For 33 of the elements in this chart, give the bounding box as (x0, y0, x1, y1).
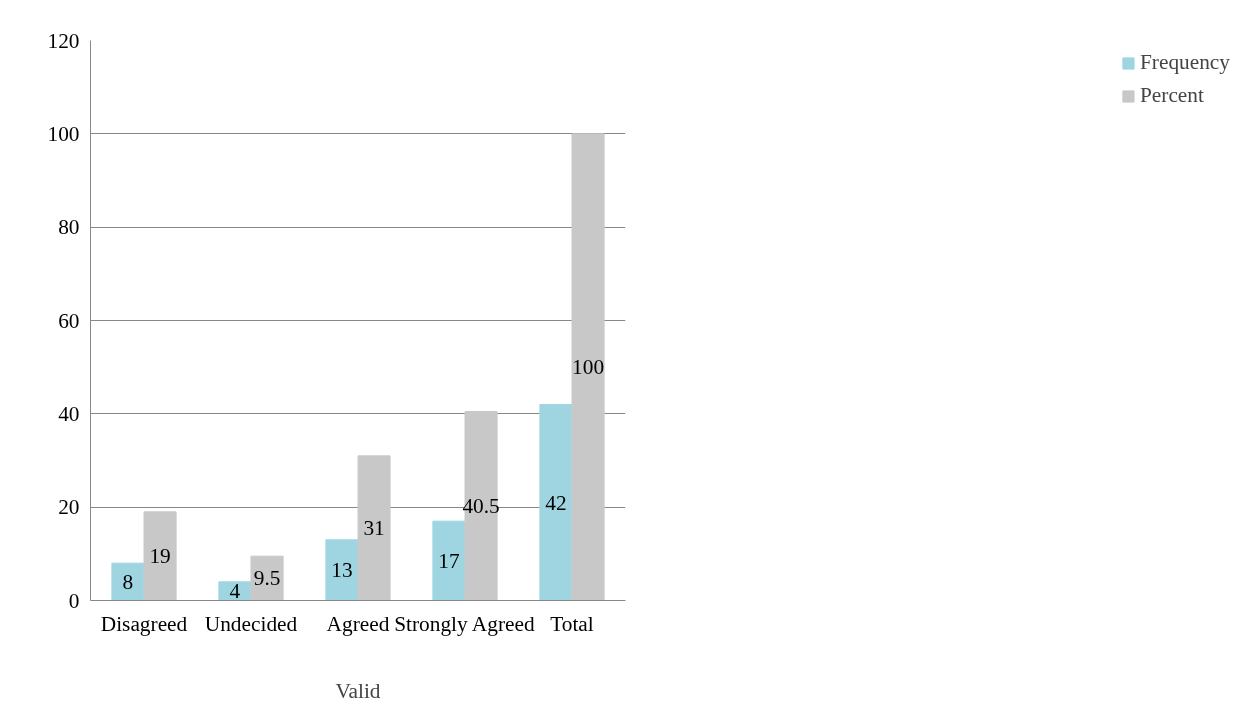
data-label: 17 (438, 548, 460, 573)
bar (357, 455, 391, 601)
data-label: 40.5 (462, 494, 500, 518)
y-tick-label: 40 (58, 401, 80, 426)
data-label: 9.5 (253, 566, 281, 591)
legend-label: Percent (1139, 83, 1204, 108)
x-tick-label: Total (550, 611, 594, 636)
y-tick-label: 120 (47, 28, 80, 53)
x-tick-label: Undecided (204, 611, 298, 636)
bar (325, 539, 359, 601)
data-label: 13 (331, 558, 353, 583)
data-label: 31 (363, 516, 385, 541)
data-label: 19 (149, 544, 171, 569)
data-label: 4 (229, 579, 241, 604)
data-label: 100 (572, 355, 605, 380)
x-tick-label: Disagreed (100, 611, 188, 636)
bar (571, 133, 605, 601)
x-axis-title: Valid (335, 678, 381, 703)
y-tick-label: 0 (68, 588, 80, 613)
data-label: 42 (545, 490, 567, 515)
bar (464, 411, 498, 601)
y-tick-label: 80 (58, 215, 80, 240)
legend-label: Frequency (1139, 50, 1230, 75)
x-tick-label: Strongly Agreed (394, 611, 535, 636)
bar (539, 404, 573, 601)
x-tick-label: Agreed (326, 611, 390, 636)
y-tick-label: 100 (47, 121, 80, 146)
y-tick-label: 20 (58, 495, 80, 520)
y-tick-label: 60 (58, 308, 80, 333)
bar (143, 511, 177, 601)
bar (432, 520, 466, 601)
bar (250, 555, 284, 601)
data-label: 8 (122, 569, 134, 594)
